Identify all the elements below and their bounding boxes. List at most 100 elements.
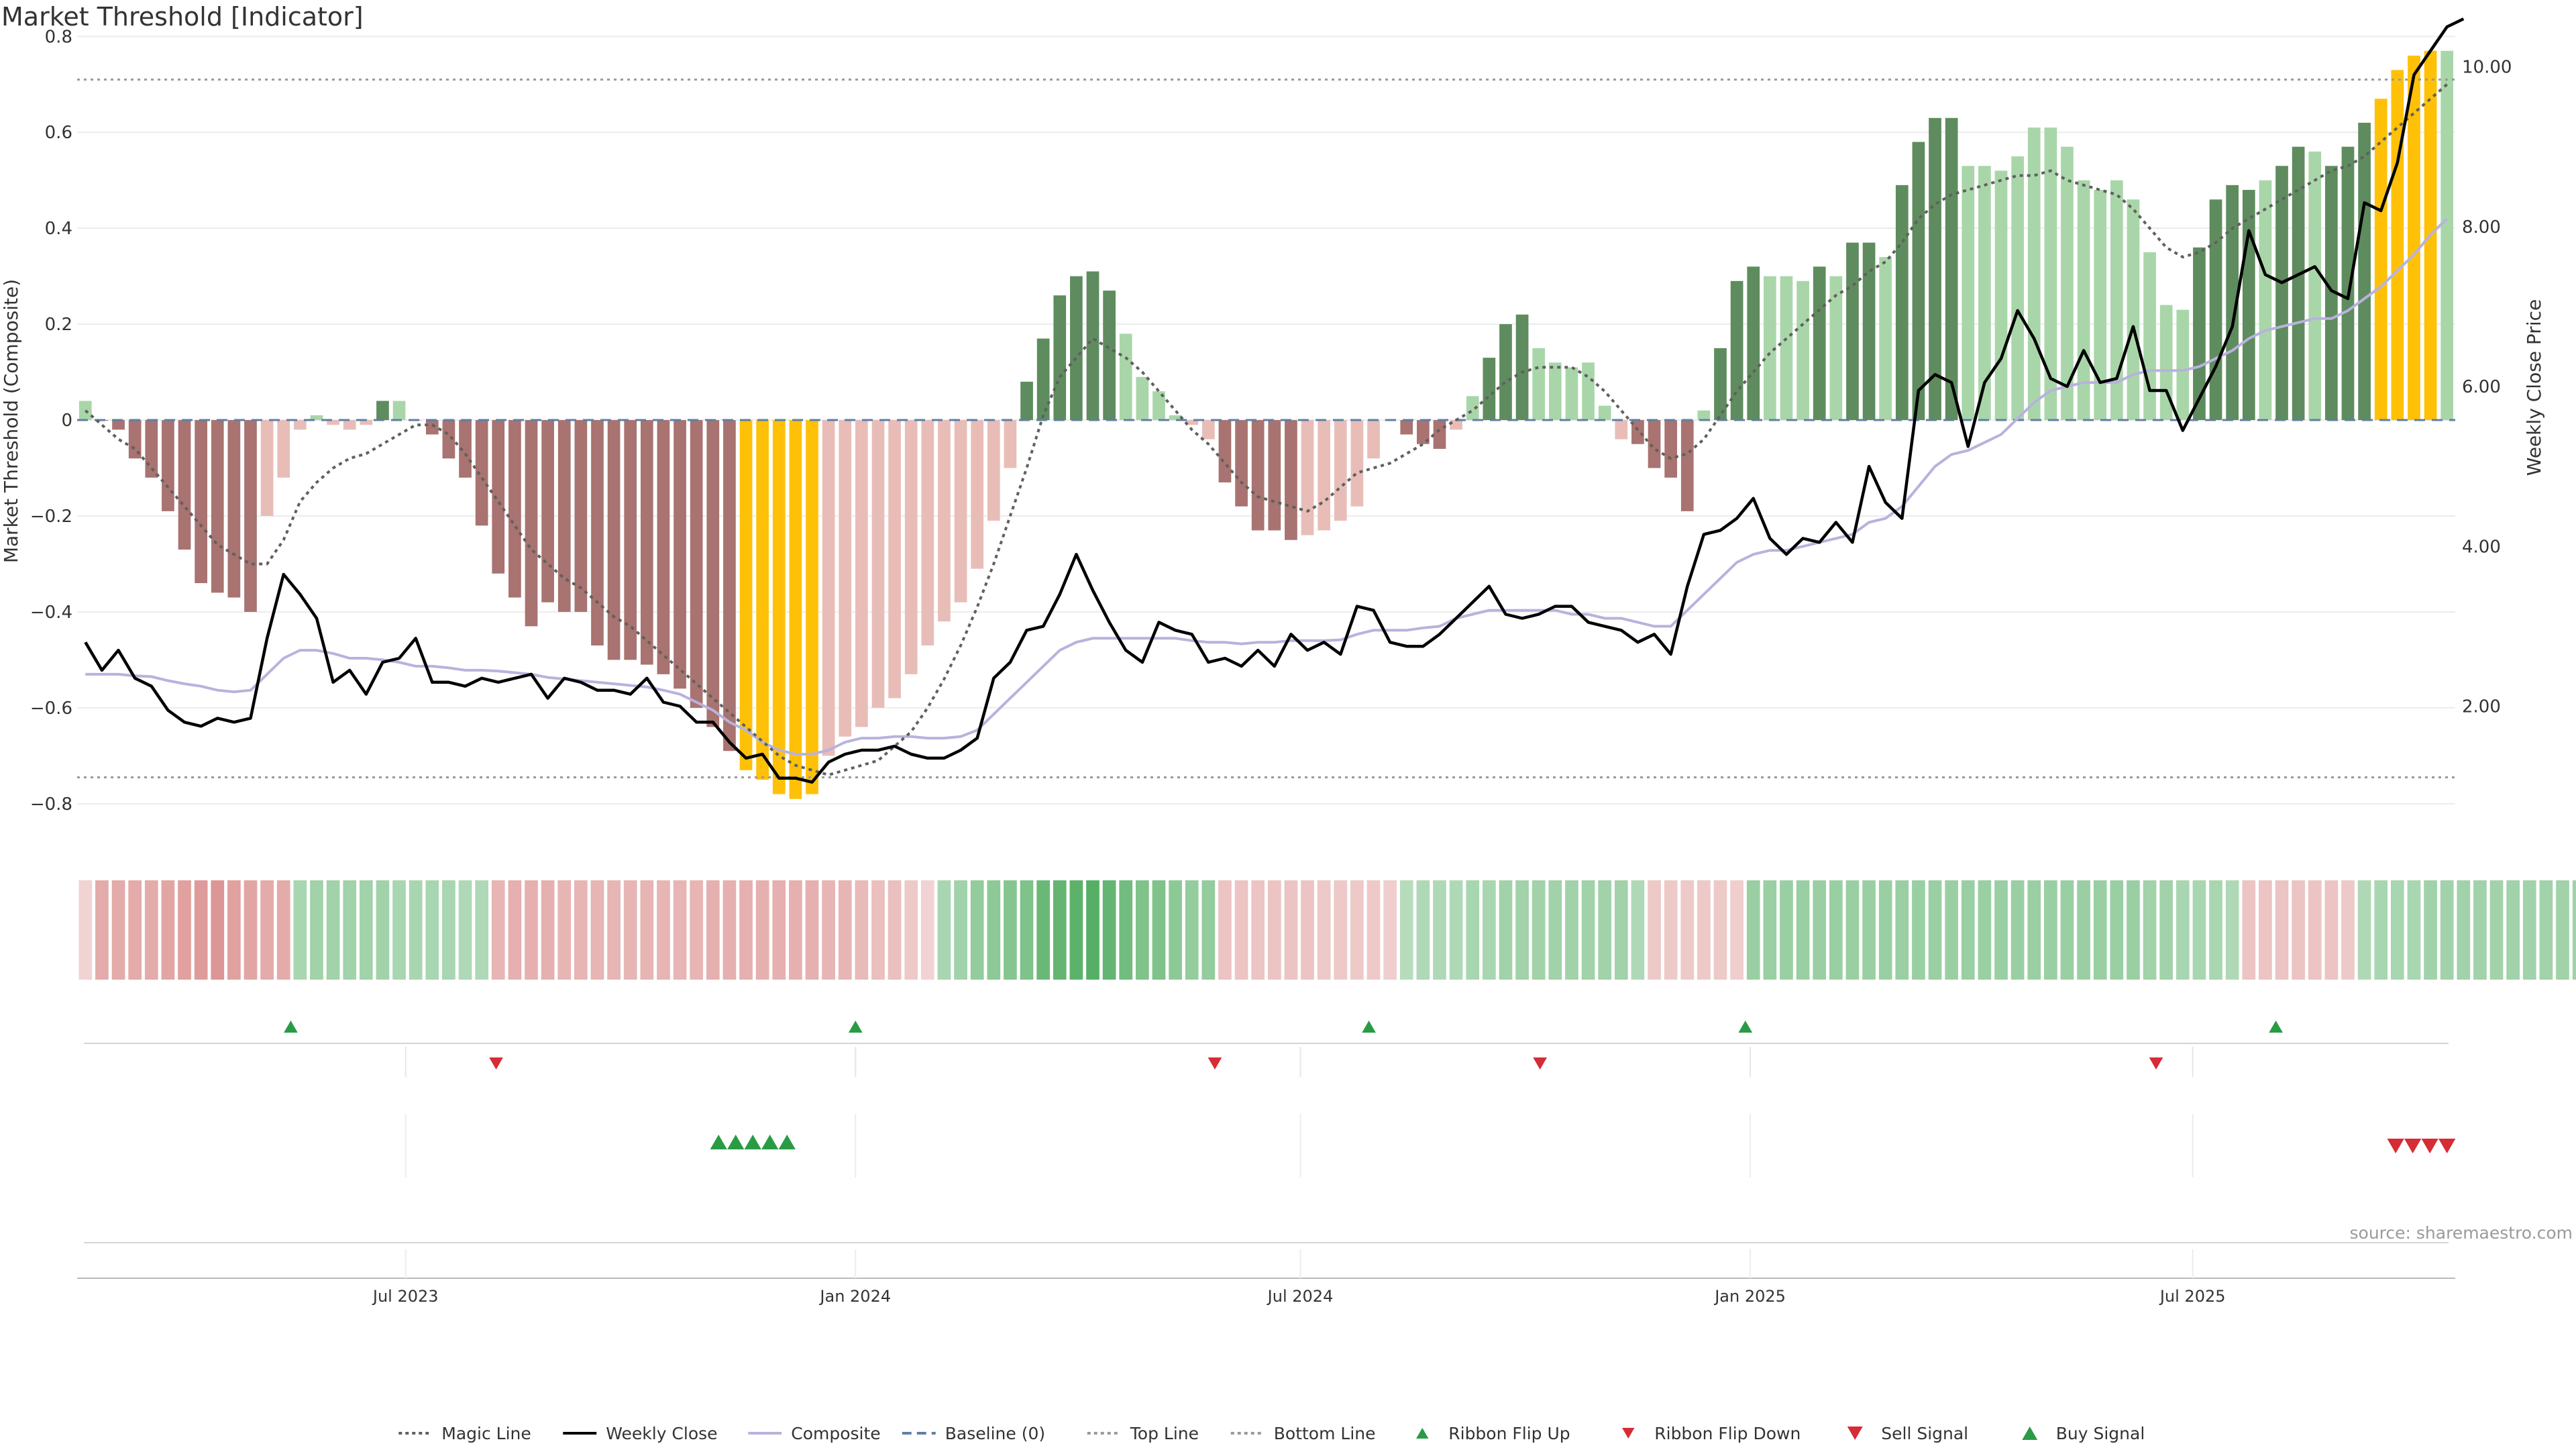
composite-bar <box>162 420 174 511</box>
composite-bar <box>2143 252 2156 421</box>
buy-signal-marker <box>761 1135 779 1149</box>
composite-line <box>85 217 2449 756</box>
ribbon-cell <box>260 880 274 980</box>
ribbon-cell <box>2572 880 2576 980</box>
composite-bar <box>1103 291 1116 421</box>
ribbon-cell <box>1515 880 1529 980</box>
composite-bar <box>1119 333 1132 421</box>
ribbon-cell <box>1532 880 1546 980</box>
composite-bar <box>442 420 455 459</box>
composite-bar <box>2209 199 2222 421</box>
ribbon-cell <box>2341 880 2355 980</box>
composite-bar <box>987 420 1000 521</box>
ribbon-cell <box>2259 880 2272 980</box>
y-axis-label: Market Threshold (Composite) <box>0 279 22 563</box>
composite-bar <box>195 420 207 584</box>
composite-bar <box>2341 146 2355 421</box>
composite-bar <box>1714 348 1727 421</box>
ribbon-cell <box>194 880 208 980</box>
ribbon-cell <box>2539 880 2553 980</box>
ribbon-cell <box>475 880 488 980</box>
composite-bar <box>1978 166 1991 421</box>
ribbon-cell <box>640 880 654 980</box>
composite-bar <box>1218 420 1232 482</box>
composite-bar <box>1499 324 1512 421</box>
ribbon-cell <box>2044 880 2057 980</box>
ribbon-cell <box>2027 880 2041 980</box>
y-tick-label: −0.8 <box>30 794 72 815</box>
y-tick-label: 0.6 <box>45 123 72 143</box>
composite-bar <box>2127 199 2140 421</box>
composite-bar <box>1664 420 1677 478</box>
composite-bar <box>178 420 191 550</box>
composite-bar <box>822 420 835 756</box>
composite-bar <box>2110 180 2123 421</box>
ribbon-cell <box>392 880 406 980</box>
ribbon-cell <box>2275 880 2289 980</box>
ribbon-cell <box>2308 880 2322 980</box>
ribbon-cell <box>2077 880 2090 980</box>
ribbon-cell <box>2209 880 2222 980</box>
x-tick-label: Jan 2024 <box>818 1287 891 1306</box>
y-tick-label: 0.8 <box>45 27 72 47</box>
composite-bar <box>2440 50 2454 421</box>
ribbon-cell <box>1020 880 1034 980</box>
ribbon-cell <box>144 880 158 980</box>
x-tick-label: Jul 2023 <box>372 1287 439 1306</box>
ribbon-cell <box>442 880 455 980</box>
ribbon-cell <box>2159 880 2174 980</box>
ribbon-cell <box>1053 880 1067 980</box>
ribbon-cell <box>1895 880 1909 980</box>
legend-label: Composite <box>791 1424 880 1443</box>
ribbon-cell <box>508 880 522 980</box>
ribbon-cell <box>2192 880 2206 980</box>
x-tick-label: Jul 2025 <box>2159 1287 2226 1306</box>
ribbon-cell <box>2060 880 2074 980</box>
legend-label: Buy Signal <box>2056 1424 2145 1443</box>
ribbon-flip-down-marker <box>2149 1057 2163 1070</box>
ribbon-cell <box>623 880 637 980</box>
ribbon-cell <box>838 880 852 980</box>
ribbon-cell <box>607 880 621 980</box>
composite-bar <box>1548 362 1562 421</box>
composite-bar <box>1532 348 1546 421</box>
ribbon-cell <box>855 880 869 980</box>
ribbon-flip-up-marker <box>848 1021 863 1033</box>
ribbon-cell <box>2225 880 2239 980</box>
ribbon-cell <box>1878 880 1892 980</box>
ribbon-cell <box>1069 880 1083 980</box>
legend-label: Magic Line <box>441 1424 531 1443</box>
x-tick-label: Jan 2025 <box>1713 1287 1786 1306</box>
ribbon-cell <box>1102 880 1116 980</box>
composite-bar <box>706 420 720 727</box>
legend-label: Top Line <box>1130 1424 1199 1443</box>
ribbon-cell <box>657 880 670 980</box>
y-tick-label: −0.6 <box>30 698 72 719</box>
ribbon-cell <box>2242 880 2256 980</box>
ribbon-cell <box>326 880 340 980</box>
ribbon-cell <box>1548 880 1562 980</box>
ribbon-cell <box>1169 880 1182 980</box>
legend-label: Weekly Close <box>606 1424 717 1443</box>
ribbon-cell <box>755 880 769 980</box>
ribbon-cell <box>871 880 885 980</box>
ribbon-cell <box>491 880 505 980</box>
composite-bar <box>1036 338 1050 421</box>
composite-bar <box>690 420 703 708</box>
ribbon-cell <box>1945 880 1958 980</box>
composite-bar <box>1796 280 1809 421</box>
ribbon-cell <box>1317 880 1331 980</box>
ribbon-flip-up-marker <box>284 1021 298 1033</box>
ribbon-cell <box>1598 880 1612 980</box>
ribbon-cell <box>2374 880 2388 980</box>
composite-bar <box>343 420 356 430</box>
composite-bar <box>2358 122 2371 421</box>
composite-bar <box>1697 410 1711 421</box>
composite-bar <box>1747 266 1760 421</box>
composite-bar <box>971 420 984 569</box>
composite-bar <box>1648 420 1661 468</box>
composite-bar <box>1846 242 1859 421</box>
legend-label: Ribbon Flip Down <box>1654 1424 1801 1443</box>
y2-tick-label: 6.00 <box>2462 377 2501 397</box>
